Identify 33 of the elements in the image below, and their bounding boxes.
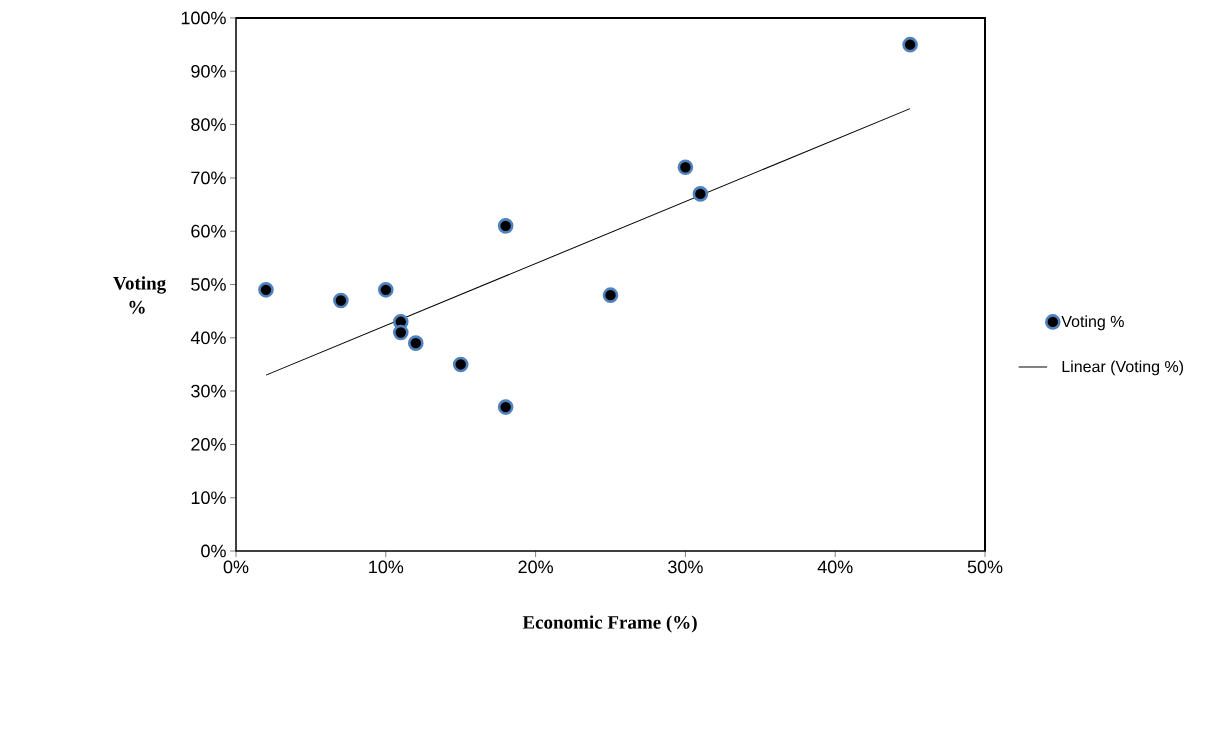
point <box>902 36 918 53</box>
point <box>497 399 514 415</box>
x-axis-title: Economic Frame (%) <box>522 615 697 633</box>
point <box>407 335 424 351</box>
x-tick-label: 50% <box>967 560 1003 574</box>
x-tick-label: 20% <box>518 560 553 574</box>
y-tick-label: 60% <box>191 224 226 238</box>
y-axis-title: Voting % <box>113 276 166 314</box>
point <box>392 324 409 341</box>
legend-label: Linear (Voting %) <box>1062 360 1184 376</box>
point <box>692 186 709 202</box>
point <box>677 159 694 176</box>
y-tick-label: 40% <box>190 331 226 345</box>
y-tick-label: 100% <box>181 11 226 25</box>
point <box>602 287 619 303</box>
point <box>378 282 394 298</box>
y-tick-label: 90% <box>191 64 226 78</box>
point <box>258 282 274 298</box>
x-tick-label: 10% <box>369 560 404 574</box>
legend-label: Voting % <box>1061 315 1124 331</box>
x-tick-label: 30% <box>668 560 703 574</box>
x-tick-label: 0% <box>223 560 249 574</box>
point <box>497 218 514 234</box>
y-tick-label: 30% <box>191 384 226 398</box>
y-tick-label: 10% <box>191 491 226 505</box>
y-tick-label: 50% <box>191 278 226 291</box>
point <box>333 292 349 309</box>
y-tick-label: 0% <box>201 544 226 558</box>
point <box>452 356 469 373</box>
y-tick-label: 80% <box>191 118 226 131</box>
x-tick-label: 40% <box>817 560 853 574</box>
y-tick-label: 20% <box>191 438 226 451</box>
y-tick-label: 70% <box>191 171 226 185</box>
